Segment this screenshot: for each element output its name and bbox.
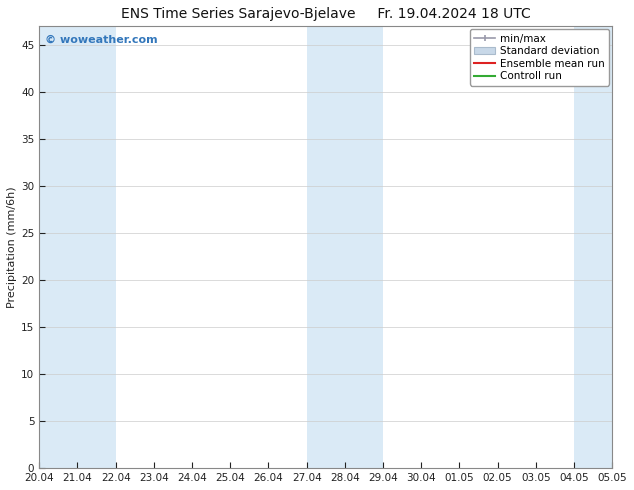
- Title: ENS Time Series Sarajevo-Bjelave     Fr. 19.04.2024 18 UTC: ENS Time Series Sarajevo-Bjelave Fr. 19.…: [121, 7, 531, 21]
- Bar: [39, 26, 115, 468]
- Bar: [574, 26, 612, 468]
- Legend: min/max, Standard deviation, Ensemble mean run, Controll run: min/max, Standard deviation, Ensemble me…: [470, 29, 609, 86]
- Text: © woweather.com: © woweather.com: [45, 35, 158, 45]
- Y-axis label: Precipitation (mm/6h): Precipitation (mm/6h): [7, 186, 17, 308]
- Bar: [307, 26, 383, 468]
